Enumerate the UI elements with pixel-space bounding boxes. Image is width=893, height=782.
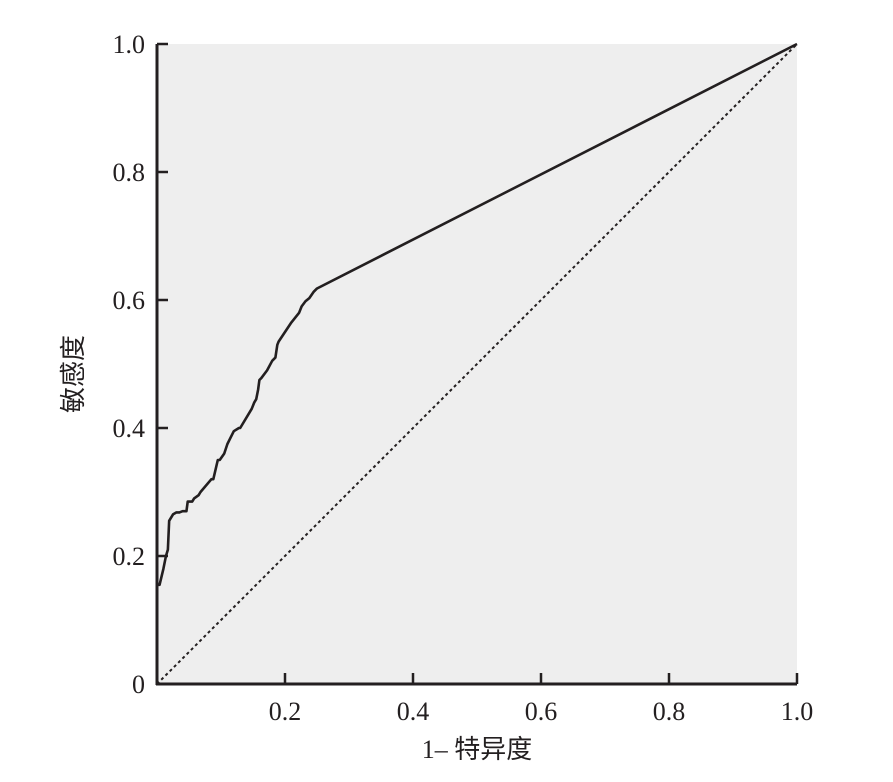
y-axis-title: 敏感度 [59,335,88,413]
chart-axes [155,44,797,686]
y-tick-label: 1.0 [113,30,146,59]
y-tick-label: 0.6 [113,286,146,315]
y-tick-label: 0.2 [113,542,146,571]
reference-diagonal-line [156,43,798,685]
chart-marks [156,42,798,685]
chart-ticks: 0 0.2 0.4 0.6 0.8 1.0 0.2 0.4 0.6 0.8 1.0 [113,30,814,726]
y-tick-label: 0.4 [113,414,146,443]
x-tick-label: 0.4 [397,697,430,726]
x-axis-title: 1– 特异度 [422,735,533,764]
y-tick-label: 0.8 [113,158,146,187]
x-tick-label: 0.8 [653,697,686,726]
roc-curve-line [157,42,798,587]
x-tick-label: 0.2 [269,697,302,726]
y-tick-label: 0 [132,670,145,699]
x-tick-label: 1.0 [781,697,814,726]
x-tick-label: 0.6 [525,697,558,726]
